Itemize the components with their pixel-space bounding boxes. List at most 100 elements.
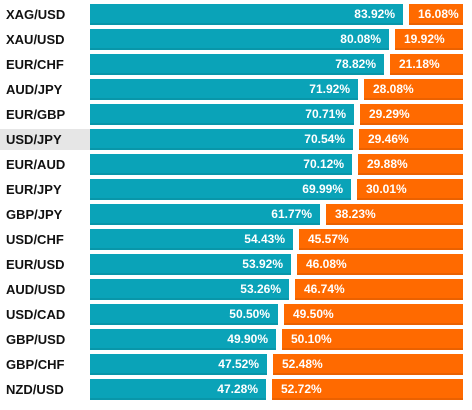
value-label-series-2: 49.50% [293, 307, 334, 321]
value-label-series-2: 29.29% [369, 107, 410, 121]
value-label-series-2: 21.18% [399, 57, 440, 71]
bar-segment-series-1: 50.50% [90, 304, 278, 325]
category-label: EUR/GBP [6, 107, 66, 122]
category-label-cell: AUD/USD [0, 279, 90, 300]
bar-segment-series-2: 29.46% [359, 129, 463, 150]
category-label-cell: USD/CHF [0, 229, 90, 250]
category-label-cell: GBP/JPY [0, 204, 90, 225]
category-label: XAU/USD [6, 32, 65, 47]
category-label-cell: EUR/JPY [0, 179, 90, 200]
value-label-series-1: 47.52% [218, 357, 259, 371]
value-label-series-2: 30.01% [366, 182, 407, 196]
bar-row: USD/CHF 54.43% 45.57% [0, 229, 472, 250]
category-label-cell: AUD/JPY [0, 79, 90, 100]
category-label-cell: EUR/AUD [0, 154, 90, 175]
value-label-series-2: 38.23% [335, 207, 376, 221]
bar-row: GBP/JPY 61.77% 38.23% [0, 204, 472, 225]
bar-segment-series-2: 46.08% [297, 254, 463, 275]
bar-segment-series-2: 46.74% [295, 279, 463, 300]
category-label-cell: EUR/GBP [0, 104, 90, 125]
category-label: USD/JPY [6, 132, 62, 147]
bar-segment-series-2: 38.23% [326, 204, 463, 225]
value-label-series-1: 50.50% [229, 307, 270, 321]
category-label: GBP/CHF [6, 357, 65, 372]
bar-track: 80.08% 19.92% [90, 29, 463, 50]
category-label: USD/CAD [6, 307, 66, 322]
bar-row: EUR/USD 53.92% 46.08% [0, 254, 472, 275]
category-label: AUD/USD [6, 282, 66, 297]
value-label-series-1: 47.28% [217, 382, 258, 396]
value-label-series-1: 70.54% [304, 132, 345, 146]
category-label-cell: XAG/USD [0, 4, 90, 25]
value-label-series-1: 53.92% [242, 257, 283, 271]
category-label-cell: USD/CAD [0, 304, 90, 325]
value-label-series-1: 80.08% [340, 32, 381, 46]
value-label-series-2: 50.10% [291, 332, 332, 346]
value-label-series-1: 54.43% [244, 232, 285, 246]
bar-row: GBP/USD 49.90% 50.10% [0, 329, 472, 350]
bar-segment-series-2: 50.10% [282, 329, 463, 350]
value-label-series-2: 46.08% [306, 257, 347, 271]
bar-segment-series-1: 47.52% [90, 354, 267, 375]
bar-segment-series-1: 70.71% [90, 104, 354, 125]
value-label-series-1: 70.12% [303, 157, 344, 171]
category-label-cell: NZD/USD [0, 379, 90, 400]
category-label: USD/CHF [6, 232, 64, 247]
category-label-cell: EUR/CHF [0, 54, 90, 75]
category-label-cell: XAU/USD [0, 29, 90, 50]
bar-segment-series-2: 16.08% [409, 4, 463, 25]
category-label-cell: USD/JPY [0, 129, 90, 150]
bar-segment-series-2: 52.72% [272, 379, 463, 400]
bar-track: 54.43% 45.57% [90, 229, 463, 250]
bar-row: USD/JPY 70.54% 29.46% [0, 129, 472, 150]
bar-segment-series-2: 28.08% [364, 79, 463, 100]
bar-segment-series-1: 70.54% [90, 129, 353, 150]
bar-segment-series-1: 47.28% [90, 379, 266, 400]
bar-row: AUD/USD 53.26% 46.74% [0, 279, 472, 300]
bar-track: 47.28% 52.72% [90, 379, 463, 400]
bar-segment-series-2: 29.29% [360, 104, 463, 125]
category-label-cell: EUR/USD [0, 254, 90, 275]
bar-segment-series-2: 45.57% [299, 229, 463, 250]
category-label-cell: GBP/CHF [0, 354, 90, 375]
value-label-series-2: 45.57% [308, 232, 349, 246]
bar-segment-series-1: 49.90% [90, 329, 276, 350]
category-label: GBP/USD [6, 332, 66, 347]
bar-segment-series-1: 69.99% [90, 179, 351, 200]
category-label: EUR/JPY [6, 182, 62, 197]
bar-row: EUR/JPY 69.99% 30.01% [0, 179, 472, 200]
value-label-series-1: 53.26% [240, 282, 281, 296]
category-label: EUR/USD [6, 257, 65, 272]
bar-segment-series-1: 78.82% [90, 54, 384, 75]
value-label-series-2: 28.08% [373, 82, 414, 96]
value-label-series-2: 29.46% [368, 132, 409, 146]
category-label: EUR/AUD [6, 157, 66, 172]
value-label-series-2: 46.74% [304, 282, 345, 296]
bar-segment-series-1: 80.08% [90, 29, 389, 50]
bar-row: EUR/CHF 78.82% 21.18% [0, 54, 472, 75]
value-label-series-1: 78.82% [335, 57, 376, 71]
bar-segment-series-1: 53.26% [90, 279, 289, 300]
bar-track: 70.54% 29.46% [90, 129, 463, 150]
value-label-series-2: 52.72% [281, 382, 322, 396]
value-label-series-1: 61.77% [271, 207, 312, 221]
bar-segment-series-1: 61.77% [90, 204, 320, 225]
value-label-series-1: 70.71% [305, 107, 346, 121]
value-label-series-2: 16.08% [418, 7, 459, 21]
bar-track: 69.99% 30.01% [90, 179, 463, 200]
bar-segment-series-2: 30.01% [357, 179, 463, 200]
bar-track: 53.92% 46.08% [90, 254, 463, 275]
value-label-series-2: 29.88% [367, 157, 408, 171]
value-label-series-2: 19.92% [404, 32, 445, 46]
category-label: AUD/JPY [6, 82, 63, 97]
category-label: EUR/CHF [6, 57, 64, 72]
value-label-series-1: 69.99% [302, 182, 343, 196]
bar-segment-series-1: 70.12% [90, 154, 352, 175]
bar-row: XAG/USD 83.92% 16.08% [0, 4, 472, 25]
bar-segment-series-2: 49.50% [284, 304, 463, 325]
bar-track: 83.92% 16.08% [90, 4, 463, 25]
bar-row: XAU/USD 80.08% 19.92% [0, 29, 472, 50]
bar-segment-series-1: 71.92% [90, 79, 358, 100]
bar-track: 61.77% 38.23% [90, 204, 463, 225]
